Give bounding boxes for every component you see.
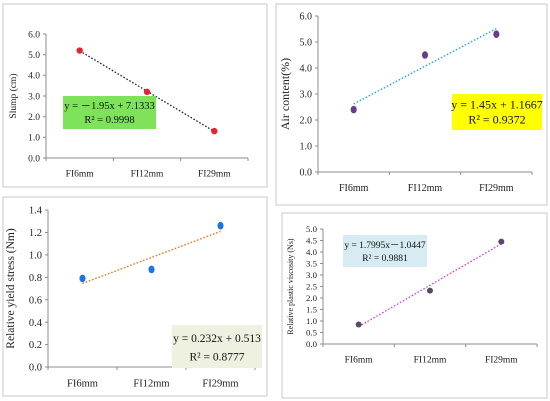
data-point (355, 321, 362, 328)
x-tick-label: FI29mm (202, 379, 238, 390)
y-tick-label: 0.0 (29, 363, 42, 374)
x-tick-label: FI12mm (131, 170, 164, 180)
trendline (82, 230, 221, 285)
x-tick-label: FI12mm (133, 379, 169, 390)
y-tick-label: 4.0 (306, 247, 318, 257)
y-tick-label: 3.0 (306, 270, 318, 280)
y-tick-label: 3.5 (306, 259, 318, 269)
y-tick-label: 0.4 (29, 318, 43, 329)
y-tick-label: 5.0 (300, 38, 313, 49)
data-point (79, 274, 86, 283)
r-squared-label: R² = 0.9372 (468, 113, 525, 127)
x-tick-label: FI6mm (345, 356, 374, 366)
data-point (217, 221, 224, 230)
regression-equation: y = 0.232x + 0.513 (173, 333, 261, 345)
x-tick-label: FI29mm (479, 183, 514, 194)
r-squared-label: R² = 0.9998 (84, 115, 134, 126)
y-tick-label: 6.0 (28, 30, 40, 40)
equation-box (452, 94, 542, 130)
data-point (427, 287, 433, 294)
y-tick-label: 2.0 (300, 116, 313, 127)
x-tick-label: FI6mm (66, 170, 95, 180)
regression-equation: y = －1.95x + 7.1333 (64, 101, 155, 112)
y-axis-title: Air content(%) (278, 58, 292, 130)
y-tick-label: 5.0 (28, 51, 40, 61)
y-tick-label: 4.0 (300, 64, 313, 75)
y-tick-label: 1.0 (306, 316, 318, 326)
y-tick-label: 0.0 (300, 168, 313, 179)
y-tick-label: 0.6 (29, 295, 42, 306)
r-squared-label: R² = 0.8777 (190, 351, 245, 363)
data-point (143, 88, 151, 96)
y-tick-label: 4.5 (306, 236, 318, 246)
data-point (76, 47, 83, 54)
y-tick-label: 0.0 (28, 154, 40, 164)
x-tick-label: FI29mm (485, 356, 518, 366)
data-point (493, 30, 500, 38)
x-tick-label: FI12mm (408, 183, 443, 194)
y-tick-label: 1.5 (306, 305, 318, 315)
y-tick-label: 0.2 (29, 340, 42, 351)
r-squared-label: R² = 0.9881 (362, 254, 408, 264)
y-tick-label: 6.0 (300, 12, 313, 23)
y-tick-label: 2.0 (306, 293, 318, 303)
equation-box (343, 235, 427, 267)
y-axis-title: Relative yield stress (Nm) (5, 228, 17, 349)
y-tick-label: 3.0 (28, 92, 40, 102)
regression-equation: y = 1.45x + 1.1667 (451, 97, 543, 111)
y-tick-label: 3.0 (300, 90, 313, 101)
x-tick-label: FI29mm (198, 170, 231, 180)
y-tick-label: 0.8 (29, 273, 42, 284)
regression-equation: y = 1.7995x－1.0447 (344, 241, 426, 251)
y-tick-label: 2.0 (28, 113, 40, 123)
y-tick-label: 2.5 (306, 282, 318, 292)
y-tick-label: 1.2 (29, 228, 42, 239)
y-axis-title: Relative plastic viscosity (Ns) (286, 238, 295, 335)
x-tick-label: FI6mm (67, 379, 98, 390)
equation-box (63, 96, 156, 129)
data-point (148, 265, 155, 274)
data-point (498, 238, 505, 245)
trendline (358, 243, 502, 328)
y-tick-label: 5.0 (306, 224, 318, 234)
data-point (350, 105, 357, 114)
chart-frame (2, 3, 268, 188)
data-point (421, 51, 429, 59)
y-tick-label: 1.0 (29, 251, 42, 262)
y-tick-label: 4.0 (28, 72, 40, 82)
y-tick-label: 1.4 (29, 206, 43, 217)
y-tick-label: 1.0 (28, 134, 40, 144)
y-tick-label: 0.0 (306, 339, 318, 349)
data-point (211, 127, 218, 135)
y-tick-label: 1.0 (300, 142, 313, 153)
x-tick-label: FI6mm (339, 183, 369, 194)
x-tick-label: FI12mm (414, 356, 447, 366)
y-tick-label: 0.5 (306, 328, 318, 338)
y-axis-title: Slump (cm) (8, 73, 19, 118)
equation-box (172, 325, 262, 368)
